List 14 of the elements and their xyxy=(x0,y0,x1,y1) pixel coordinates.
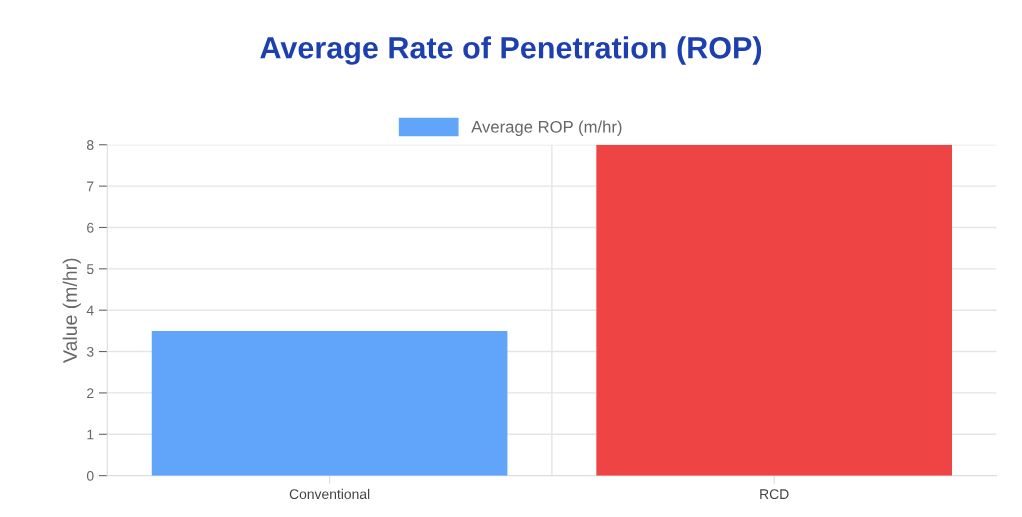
y-tick-label: 1 xyxy=(87,429,94,440)
y-tick-label: 3 xyxy=(86,346,94,357)
x-tick-label: RCD xyxy=(760,489,789,500)
y-tick-label: 8 xyxy=(87,140,94,150)
y-tick-label: 4 xyxy=(86,305,94,316)
y-tick-label: 0 xyxy=(86,470,94,481)
y-tick-label: 5 xyxy=(86,264,94,275)
y-tick-label: 7 xyxy=(87,181,94,192)
y-axis-title: Value (m/hr) xyxy=(62,258,81,363)
x-tick-label: Conventional xyxy=(289,488,370,500)
chart-title: Average Rate of Penetration (ROP) xyxy=(260,36,762,65)
y-tick-label: 6 xyxy=(87,222,94,233)
y-tick-label: 2 xyxy=(87,388,94,398)
legend-label: Average ROP (m/hr) xyxy=(471,120,622,137)
